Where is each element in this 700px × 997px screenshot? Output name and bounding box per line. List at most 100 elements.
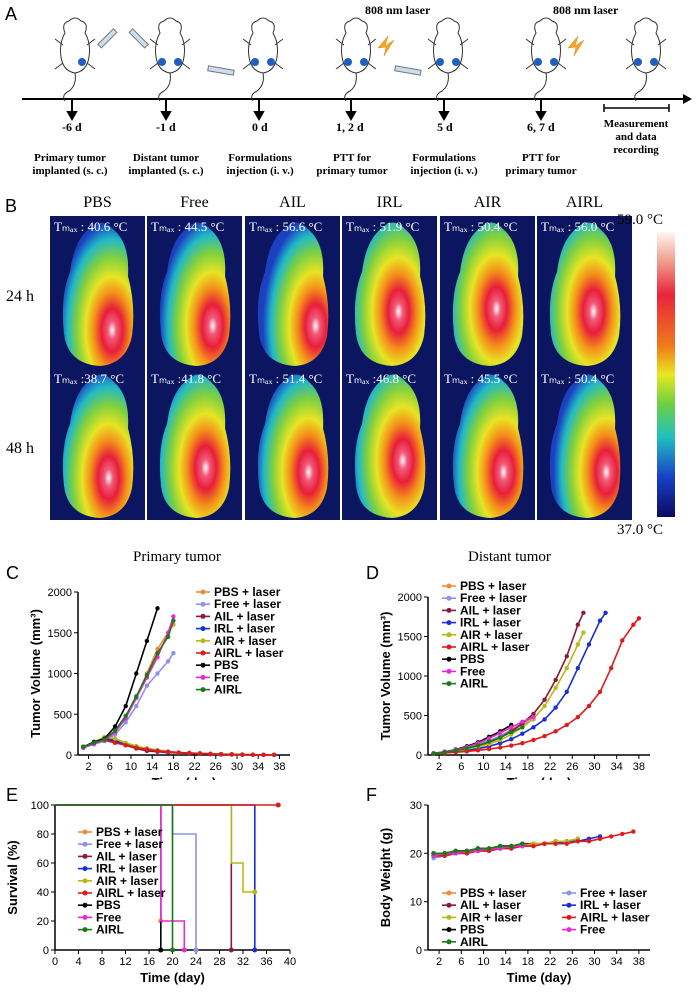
x-axis-label: Time (day) [152,775,217,780]
y-axis-label: Body Weight (g) [378,828,393,927]
thermal-col-head: IRL [376,194,403,211]
data-point [475,743,481,748]
thermal-image: Tₘₐₓ :41.8 °C [147,368,242,520]
thermal-image: Tₘₐₓ : 50.4 °C [537,368,632,520]
x-tick-label: 22 [544,761,556,773]
x-tick-label: 40 [284,956,296,968]
syringe-icon [97,28,118,49]
data-point [564,722,569,728]
data-point [81,744,86,750]
thermal-col-head: AIRL [565,194,604,211]
x-tick-label: 6 [107,761,113,773]
mouse-icon [242,17,284,102]
data-point [531,843,536,849]
legend-label: AIRL [460,935,488,949]
x-tick-label: 10 [477,761,489,773]
x-tick-label: 36 [260,956,272,968]
x-tick-label: 12 [119,956,131,968]
data-point [170,947,175,953]
x-tick-label: 34 [611,761,623,773]
series-line [83,620,175,748]
data-point [453,748,458,753]
thermal-col-head: PBS [83,194,112,211]
data-point [155,650,160,656]
legend-marker [200,601,206,607]
legend-label: AIRL [214,683,242,697]
x-tick-label: 2 [86,761,92,773]
timeline-step-desc: PTT for primary tumor [505,152,577,177]
data-point [531,725,536,730]
y-tick-label: 100 [31,800,49,812]
tmax-label: Tₘₐₓ : 51.9 °C [346,219,420,234]
data-point [271,752,277,758]
data-point [252,889,258,895]
series-line [83,616,175,749]
tmax-label: Tₘₐₓ : 56.0 °C [541,219,615,234]
data-point [608,665,614,671]
legend-marker [200,650,206,656]
data-point [497,730,503,736]
x-tick-label: 24 [190,956,202,968]
legend-label: Free + laser [96,837,163,851]
y-tick-label: 0 [66,750,72,762]
legend-marker [200,613,206,619]
data-point [542,717,547,722]
data-point [155,748,160,754]
data-point [575,622,581,627]
legend-label: AIRL [460,677,488,691]
thermal-image: Tₘₐₓ : 51.9 °C [342,216,437,368]
legend-marker [446,939,452,945]
x-axis-label: Time (day) [140,970,205,985]
legend-marker [446,620,452,626]
data-point [464,749,470,754]
mouse-thermal-shape [549,222,621,366]
tmax-label: Tₘₐₓ : 45.5 °C [444,371,518,386]
data-point [486,739,492,744]
data-point [240,752,245,757]
tmax-label: Tₘₐₓ : 50.4 °C [444,219,518,234]
thermal-image: Tₘₐₓ : 45.5 °C [440,368,535,520]
legend-label: PBS [460,923,485,937]
legend-label: Free + laser [214,597,281,611]
y-tick-label: 60 [37,858,49,870]
y-tick-label: 1500 [398,632,422,644]
data-point [603,610,608,615]
thermal-col-head: AIR [473,194,502,211]
data-point [181,947,187,953]
data-point [165,749,171,754]
legend-marker [446,644,452,650]
data-point [102,737,107,742]
legend-marker [82,829,88,835]
legend-label: AIL + laser [460,898,521,912]
data-point [275,802,281,808]
legend-marker [566,914,572,920]
legend-label: Free [460,664,486,678]
timeline-day: 0 d [252,120,268,134]
legend-label: AIR + laser [96,874,159,888]
data-point [509,725,514,730]
legend-label: AIL + laser [460,603,521,617]
thermal-image: Tₘₐₓ : 50.4 °C [440,216,535,368]
mouse-thermal-shape [257,222,329,366]
timeline-figure [22,17,692,122]
data-point [497,735,503,740]
y-tick-label: 500 [54,709,72,721]
y-tick-label: 0 [416,945,422,957]
data-point [144,683,150,688]
data-point [193,947,199,953]
timeline-day: 6, 7 d [527,120,555,134]
legend-marker [82,902,88,908]
data-point [509,729,514,735]
mouse-thermal-shape [159,222,231,366]
data-point [208,751,213,756]
data-point [553,685,558,691]
legend-marker [200,674,206,680]
x-tick-label: 2 [436,761,442,773]
legend-label: PBS [214,658,239,672]
timeline-step-desc: PTT for primary tumor [316,152,388,177]
data-point [520,719,525,725]
y-tick-label: 1500 [48,628,72,640]
data-point [586,839,592,844]
legend-label: Free + laser [460,591,527,605]
mouse-icon [525,17,567,102]
